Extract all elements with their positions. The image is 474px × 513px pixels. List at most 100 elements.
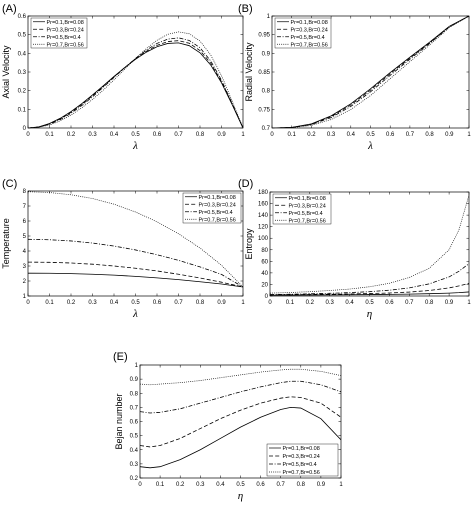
series-line-3 xyxy=(28,238,243,288)
x-tick-label: 0.5 xyxy=(366,132,375,138)
x-tick-label: 0.6 xyxy=(153,132,162,138)
legend-entry: Pr=0.5,Br=0.4 xyxy=(289,211,323,217)
panel-d: (D) 0 0.1 0.2 0.3 0.4 0.5 0.6 0.7 0.8 0.9 1 0 20 40 60 8… xyxy=(238,178,471,320)
x-axis-label: λ xyxy=(132,308,138,320)
legend-box xyxy=(182,192,242,224)
x-tick-label: 0.4 xyxy=(216,482,225,488)
y-tick-label: 0 xyxy=(265,294,269,300)
series-line-1 xyxy=(140,406,341,469)
y-tick-label: 0.8 xyxy=(130,391,139,397)
y-tick-label: 0.1 xyxy=(18,107,27,113)
x-tick-label: 1 xyxy=(241,300,245,306)
legend-entry: Pr=0.5,Br=0.4 xyxy=(291,35,325,41)
y-tick-label: 160 xyxy=(258,202,269,208)
x-tick-label: 0 xyxy=(268,300,272,306)
x-tick-label: 0.9 xyxy=(445,300,454,306)
y-tick-label: 0.3 xyxy=(18,70,27,76)
panel-label: (D) xyxy=(238,178,253,190)
series-line-4 xyxy=(28,31,243,128)
x-tick-label: 0.8 xyxy=(196,300,205,306)
y-tick-label: 80 xyxy=(261,248,268,254)
y-tick-label: 1 xyxy=(23,294,27,300)
legend: Pr=0.1,Br=0.08Pr=0.3,Br=0.24Pr=0.5,Br=0.… xyxy=(30,17,88,49)
series-line-3 xyxy=(28,37,243,128)
x-tick-label: 0.5 xyxy=(131,132,140,138)
x-tick-label: 0.5 xyxy=(236,482,245,488)
x-tick-label: 0.2 xyxy=(67,132,76,138)
x-tick-label: 0.1 xyxy=(156,482,165,488)
legend-entry: Pr=0.1,Br=0.08 xyxy=(289,196,326,202)
x-tick-label: 0.9 xyxy=(445,132,454,138)
series-line-4 xyxy=(270,194,469,294)
legend-entry: Pr=0.3,Br=0.24 xyxy=(47,27,84,33)
x-tick-label: 0.9 xyxy=(217,300,226,306)
x-tick-label: 0.6 xyxy=(153,300,162,306)
legend: Pr=0.1,Br=0.08Pr=0.3,Br=0.24Pr=0.5,Br=0.… xyxy=(182,192,242,224)
x-tick-label: 0.3 xyxy=(88,300,97,306)
y-tick-label: 0.2 xyxy=(18,89,27,95)
x-tick-label: 0.6 xyxy=(385,300,394,306)
x-tick-label: 0 xyxy=(270,132,274,138)
series-line-4 xyxy=(140,368,341,386)
series-line-2 xyxy=(140,396,341,448)
panel-label: (B) xyxy=(238,3,253,15)
panel-e: (E) 0 0.1 0.2 0.3 0.4 0.5 0.6 0.7 0.8 0.9 1 0.2 0.3 0.… xyxy=(113,351,343,502)
x-tick-label: 0.4 xyxy=(110,300,119,306)
y-tick-label: 0.85 xyxy=(258,70,270,76)
x-tick-label: 0.3 xyxy=(326,300,335,306)
x-axis-label: λ xyxy=(367,140,373,152)
y-tick-label: 100 xyxy=(258,236,269,242)
y-axis-label: Radial Velocity xyxy=(244,42,254,102)
x-tick-label: 0.3 xyxy=(196,482,205,488)
legend-entry: Pr=0.1,Br=0.08 xyxy=(283,446,320,452)
series-line-2 xyxy=(270,282,469,296)
y-tick-label: 2 xyxy=(23,279,27,285)
legend-entry: Pr=0.3,Br=0.24 xyxy=(283,454,320,460)
legend-entry: Pr=0.7,Br=0.56 xyxy=(289,218,326,224)
x-tick-label: 0.4 xyxy=(110,132,119,138)
series-line-3 xyxy=(140,380,341,414)
panel-b: (B) 0 0.1 0.2 0.3 0.4 0.5 0.6 0.7 0.8 0.9 1 0.7 0.75 0… xyxy=(238,3,471,152)
x-tick-label: 0 xyxy=(138,482,142,488)
legend-entry: Pr=0.5,Br=0.4 xyxy=(283,462,317,468)
y-tick-label: 0.3 xyxy=(130,462,139,468)
y-tick-label: 6 xyxy=(23,219,27,225)
legend-box xyxy=(30,17,88,49)
x-tick-label: 1 xyxy=(241,132,245,138)
series-line-3 xyxy=(270,263,469,295)
x-tick-label: 0 xyxy=(26,300,30,306)
y-tick-label: 0.9 xyxy=(130,377,139,383)
legend: Pr=0.1,Br=0.08 Pr=0.3,Br=0.24 Pr=0.5,Br=0.… xyxy=(266,443,339,477)
y-tick-label: 5 xyxy=(23,234,27,240)
legend-entry: Pr=0.1,Br=0.08 xyxy=(199,195,236,201)
legend-entry: Pr=0.1,Br=0.08 xyxy=(291,20,328,26)
legend-entry: Pr=0.7,Br=0.56 xyxy=(283,470,320,476)
x-tick-label: 1 xyxy=(467,132,471,138)
legend-entry: Pr=0.3,Br=0.24 xyxy=(289,203,326,209)
x-tick-label: 0.2 xyxy=(176,482,185,488)
legend-entry: Pr=0.3,Br=0.24 xyxy=(199,202,236,208)
x-tick-label: 0.8 xyxy=(425,132,434,138)
legend: Pr=0.1,Br=0.08Pr=0.3,Br=0.24Pr=0.5,Br=0.… xyxy=(274,17,332,49)
x-axis-label: η xyxy=(367,308,372,320)
y-tick-label: 180 xyxy=(258,190,269,196)
y-tick-label: 40 xyxy=(261,271,268,277)
legend-box xyxy=(274,17,332,49)
legend-entry: Pr=0.1,Br=0.08 xyxy=(47,20,84,26)
y-tick-label: 140 xyxy=(258,213,269,219)
legend-entry: Pr=0.7,Br=0.56 xyxy=(291,42,328,48)
x-tick-label: 0.1 xyxy=(288,132,297,138)
x-tick-label: 0 xyxy=(26,132,30,138)
y-tick-label: 0.2 xyxy=(130,476,139,482)
x-axis-label: λ xyxy=(132,140,138,152)
x-tick-label: 0.6 xyxy=(386,132,395,138)
y-tick-label: 20 xyxy=(261,282,268,288)
y-tick-label: 3 xyxy=(23,264,27,270)
y-axis-label: Axial Velocity xyxy=(1,45,11,99)
legend-box xyxy=(266,443,339,477)
x-tick-label: 0.1 xyxy=(45,132,54,138)
y-tick-label: 0 xyxy=(23,126,27,132)
panel-label: (E) xyxy=(113,351,128,363)
y-tick-label: 0.4 xyxy=(18,51,27,57)
